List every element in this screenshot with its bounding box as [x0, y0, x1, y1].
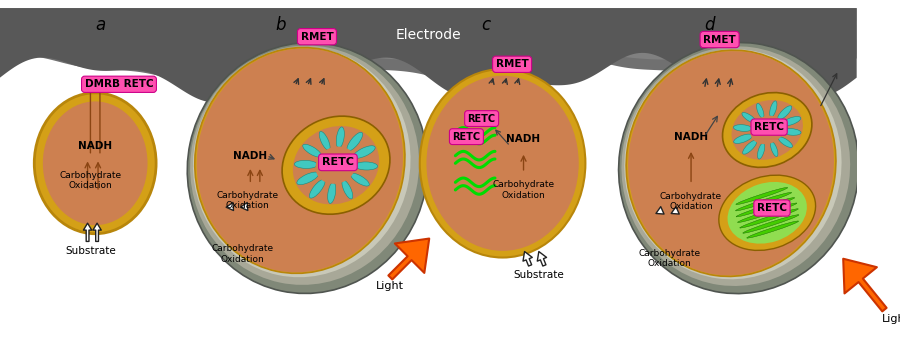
Ellipse shape [719, 175, 815, 250]
Ellipse shape [297, 172, 319, 185]
Ellipse shape [292, 126, 379, 204]
Ellipse shape [734, 125, 752, 131]
Ellipse shape [351, 173, 369, 186]
Text: Carbohydrate
Oxidation: Carbohydrate Oxidation [216, 191, 278, 210]
Ellipse shape [740, 209, 798, 228]
Ellipse shape [782, 117, 801, 126]
Text: NADH: NADH [507, 135, 541, 144]
Ellipse shape [770, 101, 777, 117]
Ellipse shape [187, 43, 428, 293]
Ellipse shape [618, 43, 859, 294]
Polygon shape [0, 8, 857, 102]
Ellipse shape [302, 144, 321, 157]
Text: RMET: RMET [301, 32, 333, 42]
Ellipse shape [734, 134, 752, 143]
Ellipse shape [622, 46, 850, 286]
Ellipse shape [751, 116, 784, 144]
Text: RETC: RETC [322, 157, 354, 167]
Ellipse shape [736, 197, 795, 217]
Text: NADH: NADH [674, 131, 708, 142]
Ellipse shape [419, 69, 585, 258]
Ellipse shape [782, 128, 801, 135]
Text: Carbohydrate
Oxidation: Carbohydrate Oxidation [638, 249, 700, 268]
Text: b: b [275, 16, 286, 34]
Ellipse shape [34, 93, 156, 234]
Ellipse shape [310, 179, 325, 198]
Text: d: d [704, 16, 715, 34]
Ellipse shape [628, 51, 834, 275]
Ellipse shape [778, 106, 792, 120]
Ellipse shape [43, 101, 148, 225]
Ellipse shape [736, 188, 788, 204]
Text: Carbohydrate
Oxidation: Carbohydrate Oxidation [212, 244, 274, 264]
Ellipse shape [742, 215, 799, 233]
Ellipse shape [328, 182, 336, 203]
Ellipse shape [320, 131, 330, 150]
Ellipse shape [193, 47, 410, 277]
Ellipse shape [742, 113, 756, 123]
Ellipse shape [427, 76, 579, 251]
Polygon shape [0, 25, 857, 59]
Ellipse shape [758, 143, 765, 159]
Text: Substrate: Substrate [513, 270, 564, 280]
Text: RETC: RETC [468, 114, 496, 124]
Text: Light: Light [882, 314, 900, 324]
Text: DMRB RETC: DMRB RETC [85, 79, 153, 89]
Ellipse shape [778, 137, 793, 147]
Text: RMET: RMET [703, 34, 736, 45]
Ellipse shape [737, 203, 796, 223]
Text: Light: Light [376, 281, 404, 291]
Ellipse shape [196, 49, 403, 272]
Text: c: c [481, 16, 490, 34]
Polygon shape [0, 8, 857, 84]
Ellipse shape [757, 103, 764, 118]
Ellipse shape [282, 116, 390, 214]
Ellipse shape [342, 180, 353, 199]
Ellipse shape [625, 49, 842, 279]
Ellipse shape [194, 48, 405, 273]
Ellipse shape [727, 182, 807, 244]
Ellipse shape [732, 100, 803, 160]
Text: RMET: RMET [496, 59, 528, 69]
Text: a: a [94, 16, 105, 34]
Text: RETC: RETC [757, 203, 787, 213]
Polygon shape [0, 21, 857, 43]
Text: NADH: NADH [233, 151, 267, 161]
Ellipse shape [354, 146, 375, 158]
Ellipse shape [294, 161, 318, 168]
Text: Carbohydrate
Oxidation: Carbohydrate Oxidation [660, 192, 722, 211]
Text: Electrode: Electrode [395, 28, 461, 42]
Ellipse shape [770, 142, 778, 156]
Text: Carbohydrate
Oxidation: Carbohydrate Oxidation [492, 180, 554, 200]
Ellipse shape [190, 46, 419, 285]
Ellipse shape [337, 127, 345, 148]
Ellipse shape [347, 132, 363, 151]
Ellipse shape [626, 50, 836, 276]
Ellipse shape [355, 162, 378, 170]
Ellipse shape [742, 140, 757, 154]
Ellipse shape [735, 192, 792, 211]
Text: NADH: NADH [78, 141, 112, 151]
Ellipse shape [723, 93, 812, 167]
Text: Carbohydrate
Oxidation: Carbohydrate Oxidation [59, 171, 122, 190]
Text: RETC: RETC [754, 122, 784, 132]
Text: Substrate: Substrate [65, 246, 116, 256]
Ellipse shape [747, 221, 798, 238]
Ellipse shape [316, 147, 356, 184]
Text: RETC: RETC [453, 131, 481, 142]
